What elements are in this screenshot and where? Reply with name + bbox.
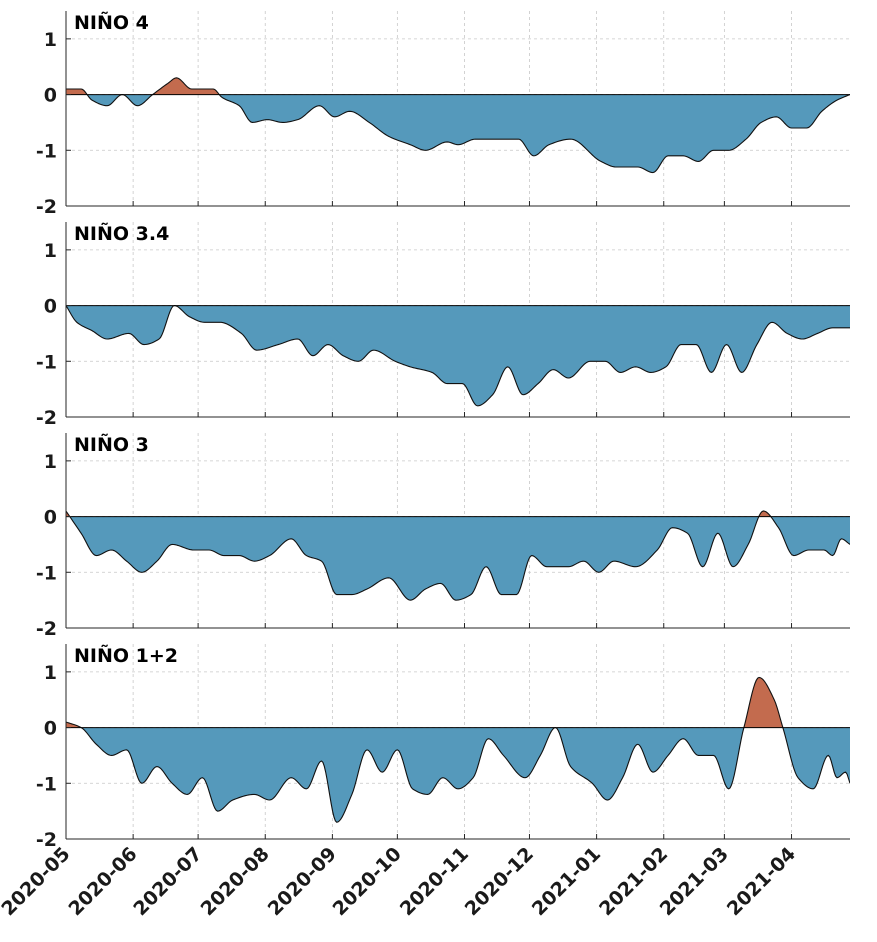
y-tick-label: 1 xyxy=(44,29,57,51)
y-tick-label: 1 xyxy=(44,662,57,684)
panel-0: -2 -1 0 1 NIÑO 4 xyxy=(36,10,850,218)
anomaly-series-line xyxy=(66,304,850,407)
y-tick-label: -1 xyxy=(36,140,57,162)
x-tick-label: 2020-07 xyxy=(129,843,206,920)
negative-anomaly-area xyxy=(66,94,850,173)
data-marks xyxy=(66,304,850,407)
y-tick-label: -2 xyxy=(36,407,57,429)
positive-anomaly-area xyxy=(66,77,850,95)
negative-anomaly-area xyxy=(66,305,850,406)
x-tick-label: 2020-09 xyxy=(264,843,341,920)
data-marks xyxy=(66,77,850,174)
panel-2: -2 -1 0 1 NIÑO 3 xyxy=(36,432,850,640)
x-tick-label: 2021-04 xyxy=(723,843,800,920)
y-tick-label: -1 xyxy=(36,773,57,795)
anomaly-series-line xyxy=(66,676,850,823)
y-tick-label: 0 xyxy=(44,507,57,529)
y-tick-label: 0 xyxy=(44,85,57,107)
panel-title: NIÑO 1+2 xyxy=(74,643,178,667)
panel-3: -2 -1 0 1 NIÑO 1+2 xyxy=(36,643,850,851)
y-tick-label: -1 xyxy=(36,562,57,584)
y-tick-label: 0 xyxy=(44,718,57,740)
data-marks xyxy=(66,676,850,823)
x-tick-label: 2020-10 xyxy=(329,843,406,920)
y-tick-label: -2 xyxy=(36,196,57,218)
y-tick-label: -2 xyxy=(36,829,57,851)
panel-title: NIÑO 3 xyxy=(74,432,149,456)
y-tick-label: 0 xyxy=(44,296,57,318)
anomaly-series-line xyxy=(66,510,850,601)
y-tick-label: 1 xyxy=(44,240,57,262)
panel-title: NIÑO 4 xyxy=(74,10,149,34)
panel-1: -2 -1 0 1 NIÑO 3.4 xyxy=(36,221,850,429)
negative-anomaly-area xyxy=(66,516,850,601)
data-marks xyxy=(66,510,850,601)
x-tick-label: 2021-01 xyxy=(528,843,605,920)
x-tick-label: 2020-06 xyxy=(64,843,141,920)
y-tick-label: -1 xyxy=(36,351,57,373)
anomaly-series-line xyxy=(66,77,850,174)
x-tick-label: 2020-11 xyxy=(396,843,473,920)
x-tick-label: 2020-12 xyxy=(461,843,538,920)
y-tick-label: 1 xyxy=(44,451,57,473)
positive-anomaly-area xyxy=(66,511,850,517)
panel-title: NIÑO 3.4 xyxy=(74,221,169,245)
x-tick-label: 2020-05 xyxy=(0,843,75,920)
positive-anomaly-area xyxy=(66,677,850,728)
x-tick-label: 2020-08 xyxy=(197,843,274,920)
negative-anomaly-area xyxy=(66,727,850,823)
y-tick-label: -2 xyxy=(36,618,57,640)
